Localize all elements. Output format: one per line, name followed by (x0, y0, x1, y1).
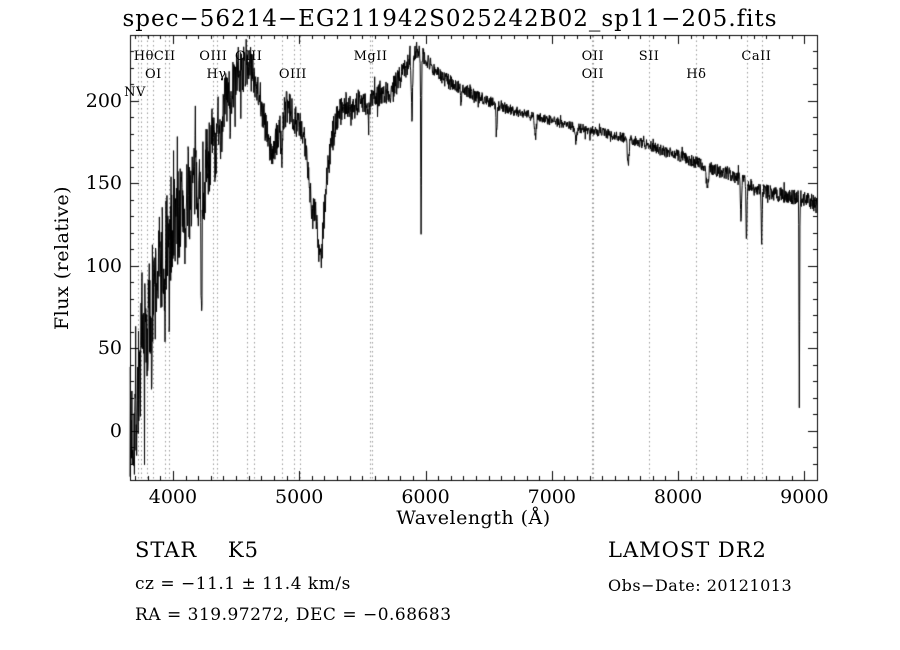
x-tick-label: 9000 (780, 486, 829, 508)
spectral-line-label: Hδ (686, 67, 707, 82)
spectral-line-label: OIII (199, 49, 228, 64)
x-tick-label: 8000 (653, 486, 703, 508)
spectral-line-label: OIII (278, 67, 307, 82)
spectral-line-label: OI (144, 67, 162, 82)
coordinates-text: RA = 319.97272, DEC = −0.68683 (135, 605, 452, 625)
classification-text: STAR K5 (135, 538, 259, 562)
plot-title: spec−56214−EG211942S025242B02_sp11−205.f… (122, 6, 778, 32)
x-tick-label: 5000 (275, 486, 324, 508)
spectral-line-label: Hγ (206, 67, 227, 82)
spectral-line-label: SII (638, 49, 660, 64)
spectral-line-label: CII (153, 49, 176, 64)
spectral-line-label: MgII (353, 49, 388, 64)
y-tick-label: 100 (85, 254, 122, 277)
x-axis-label: Wavelength (Å) (396, 507, 551, 529)
y-tick-label: 150 (85, 172, 122, 195)
y-tick-label: 50 (97, 337, 122, 360)
spectral-line-label: OII (581, 49, 605, 64)
survey-text: LAMOST DR2 (608, 538, 767, 562)
x-tick-label: 7000 (527, 486, 576, 508)
x-tick-label: 4000 (148, 486, 198, 508)
spectral-line-label: Hθ (133, 49, 154, 64)
spectral-line-label: NV (124, 85, 146, 100)
spectral-line-label: OII (581, 67, 605, 82)
spectral-line-label: CIII (235, 49, 263, 64)
radial-velocity-text: cz = −11.1 ± 11.4 km/s (135, 574, 351, 594)
obs-date-text: Obs−Date: 20121013 (608, 576, 793, 595)
x-tick-label: 6000 (401, 486, 450, 508)
y-tick-label: 200 (85, 89, 122, 112)
y-tick-label: 0 (109, 419, 122, 442)
spectral-line-label: CaII (741, 49, 772, 64)
